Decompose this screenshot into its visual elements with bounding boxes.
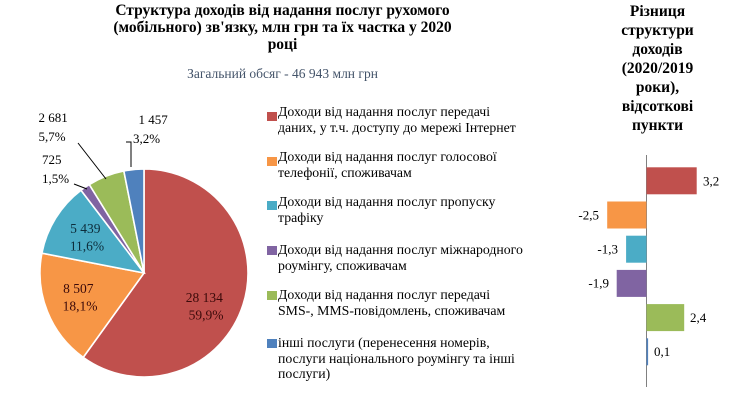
svg-text:3,2: 3,2 bbox=[703, 174, 719, 189]
svg-text:-1,3: -1,3 bbox=[597, 242, 618, 257]
svg-text:-1,9: -1,9 bbox=[588, 276, 609, 291]
svg-text:2,4: 2,4 bbox=[690, 310, 707, 325]
svg-text:-2,5: -2,5 bbox=[578, 208, 599, 223]
svg-text:0,1: 0,1 bbox=[654, 344, 670, 359]
